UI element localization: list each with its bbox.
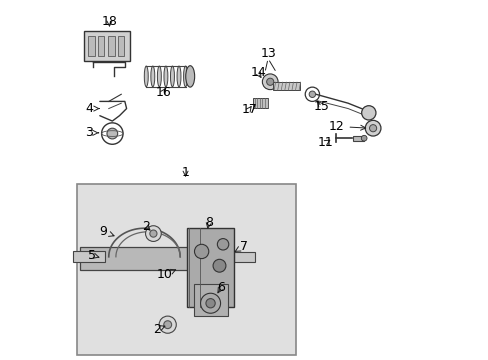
Bar	[83, 31, 130, 61]
Ellipse shape	[144, 66, 148, 87]
Bar	[73, 251, 105, 262]
Bar	[273, 82, 300, 90]
Ellipse shape	[157, 66, 161, 87]
Circle shape	[163, 321, 171, 329]
Bar	[353, 136, 364, 141]
Text: 15: 15	[313, 100, 329, 113]
Bar	[108, 36, 115, 56]
Text: 2: 2	[153, 323, 164, 336]
Bar	[253, 98, 267, 108]
Circle shape	[145, 226, 161, 242]
Text: 7: 7	[235, 240, 248, 253]
Text: 8: 8	[204, 216, 212, 229]
Text: 11: 11	[317, 136, 333, 149]
Circle shape	[369, 125, 376, 132]
Text: 17: 17	[241, 103, 257, 116]
Text: 12: 12	[328, 120, 365, 133]
Circle shape	[205, 298, 215, 308]
Circle shape	[107, 128, 118, 139]
Circle shape	[308, 91, 315, 98]
Circle shape	[159, 316, 176, 333]
Bar	[98, 36, 104, 56]
Ellipse shape	[185, 66, 194, 87]
Text: 1: 1	[181, 166, 189, 179]
Text: 14: 14	[250, 66, 265, 79]
Ellipse shape	[183, 66, 187, 87]
Circle shape	[200, 293, 220, 313]
Circle shape	[102, 123, 123, 144]
Text: 2: 2	[142, 220, 150, 233]
Text: 18: 18	[102, 14, 117, 27]
Bar	[77, 184, 296, 355]
Circle shape	[213, 259, 225, 272]
Circle shape	[266, 78, 273, 85]
Text: 4: 4	[85, 102, 99, 115]
Circle shape	[217, 239, 228, 250]
Circle shape	[194, 244, 208, 258]
Bar	[88, 36, 95, 56]
Circle shape	[365, 120, 380, 136]
Bar	[233, 252, 255, 262]
Bar	[187, 228, 233, 307]
Ellipse shape	[163, 66, 167, 87]
Bar	[80, 247, 223, 270]
Text: 5: 5	[87, 248, 99, 261]
Text: 9: 9	[99, 225, 114, 238]
Text: 16: 16	[155, 86, 171, 99]
Bar	[193, 284, 227, 316]
Ellipse shape	[177, 66, 181, 87]
Bar	[118, 36, 124, 56]
Text: 3: 3	[85, 126, 99, 139]
Text: 13: 13	[260, 47, 275, 60]
Circle shape	[361, 135, 366, 141]
Ellipse shape	[170, 66, 174, 87]
Circle shape	[305, 87, 319, 102]
Circle shape	[262, 74, 278, 90]
Ellipse shape	[150, 66, 155, 87]
Text: 6: 6	[217, 281, 225, 294]
Text: 10: 10	[156, 268, 175, 281]
Circle shape	[149, 230, 157, 237]
Circle shape	[361, 106, 375, 120]
